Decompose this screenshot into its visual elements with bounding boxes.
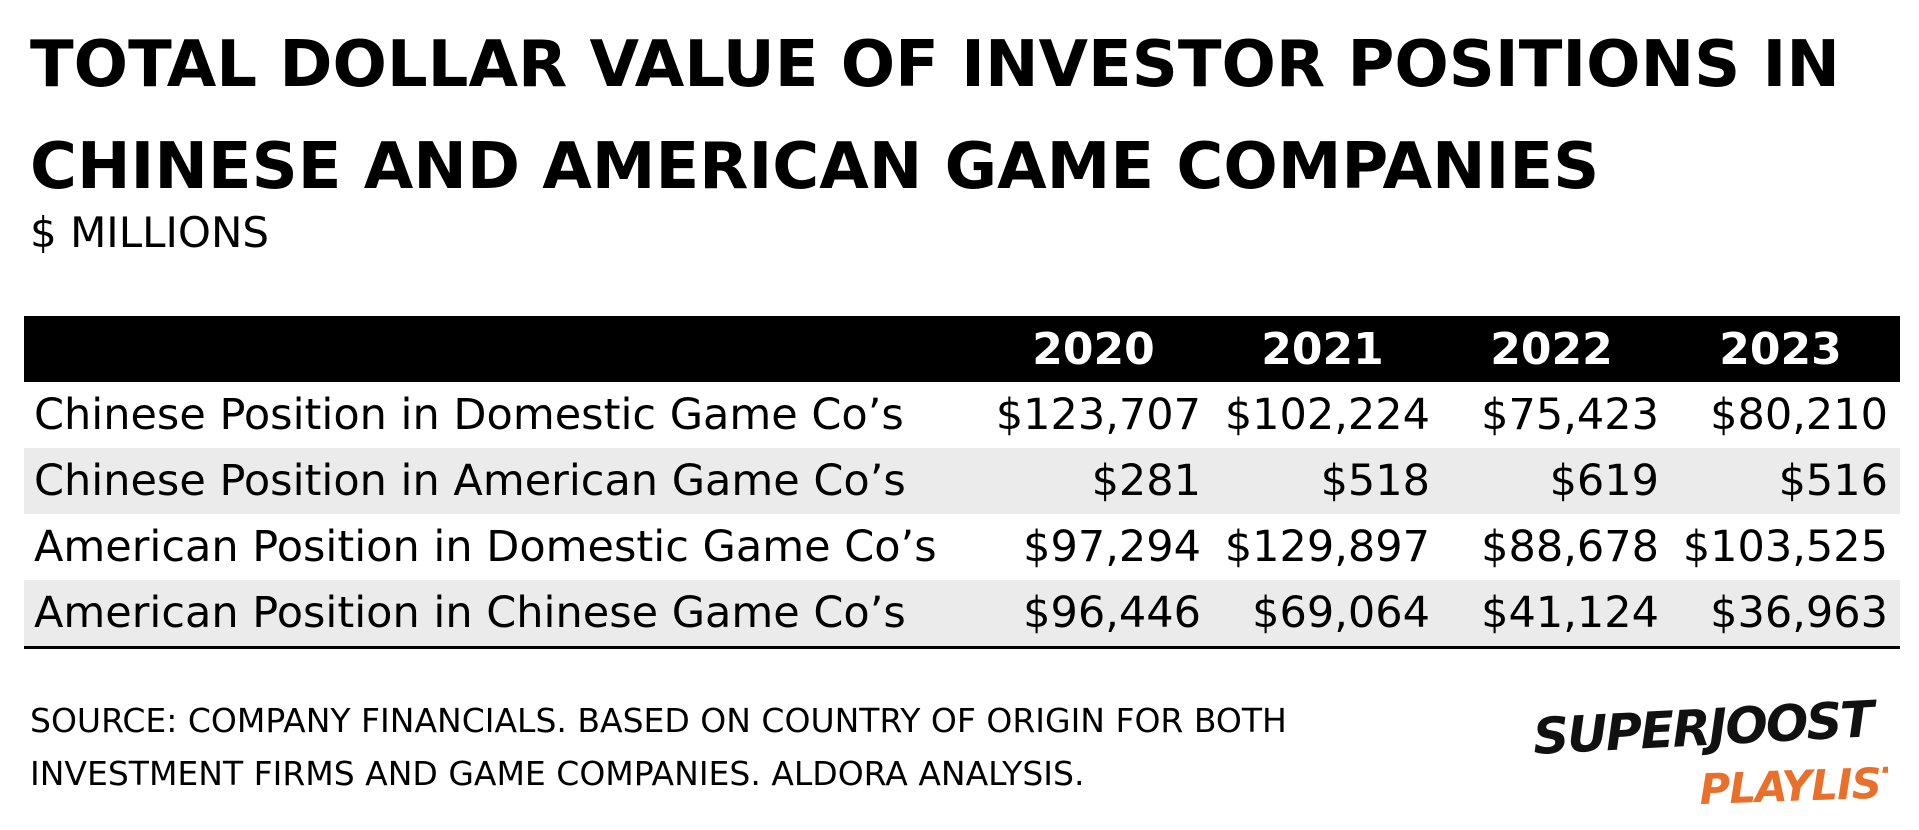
table-cell: $97,294: [1023, 522, 1201, 572]
data-table: 2020 2021 2022 2023 Chinese Position in …: [24, 316, 1900, 649]
row-label: American Position in Domestic Game Co’s: [34, 522, 937, 572]
header-blank-cell: [24, 316, 984, 382]
table-cell: $123,707: [995, 390, 1201, 440]
table-row: American Position in Chinese Game Co’s $…: [24, 580, 1900, 648]
table-row: Chinese Position in Domestic Game Co’s $…: [24, 382, 1900, 448]
table-cell: $129,897: [1224, 522, 1430, 572]
table-cell: $75,423: [1481, 390, 1659, 440]
logo-line2: PLAYLIST: [1699, 758, 1888, 814]
table-cell: $516: [1671, 448, 1900, 514]
row-label: American Position in Chinese Game Co’s: [24, 580, 984, 648]
column-header: 2021: [1213, 316, 1442, 382]
column-header: 2020: [984, 316, 1213, 382]
table-cell: $88,678: [1481, 522, 1659, 572]
table-cell: $103,525: [1682, 522, 1888, 572]
table-cell: $36,963: [1671, 580, 1900, 648]
table-row: American Position in Domestic Game Co’s …: [24, 514, 1900, 580]
row-label: Chinese Position in American Game Co’s: [24, 448, 984, 514]
table-cell: $619: [1442, 448, 1671, 514]
logo-line1: SUPERJOOST: [1532, 696, 1880, 766]
column-header: 2022: [1442, 316, 1671, 382]
superjoost-playlist-logo: SUPERJOOST PLAYLIST: [1532, 696, 1888, 814]
table-cell: $96,446: [984, 580, 1213, 648]
table-header-row: 2020 2021 2022 2023: [24, 316, 1900, 382]
chart-title: TOTAL DOLLAR VALUE OF INVESTOR POSITIONS…: [30, 28, 1840, 204]
table-row: Chinese Position in American Game Co’s $…: [24, 448, 1900, 514]
table-cell: $69,064: [1213, 580, 1442, 648]
row-label: Chinese Position in Domestic Game Co’s: [34, 390, 904, 440]
table-cell: $518: [1213, 448, 1442, 514]
table-cell: $80,210: [1710, 390, 1888, 440]
table-cell: $281: [984, 448, 1213, 514]
column-header: 2023: [1671, 316, 1900, 382]
table-cell: $41,124: [1442, 580, 1671, 648]
table-cell: $102,224: [1224, 390, 1430, 440]
chart-subtitle: $ MILLIONS: [30, 208, 270, 257]
source-note: SOURCE: COMPANY FINANCIALS. BASED ON COU…: [30, 701, 1287, 793]
